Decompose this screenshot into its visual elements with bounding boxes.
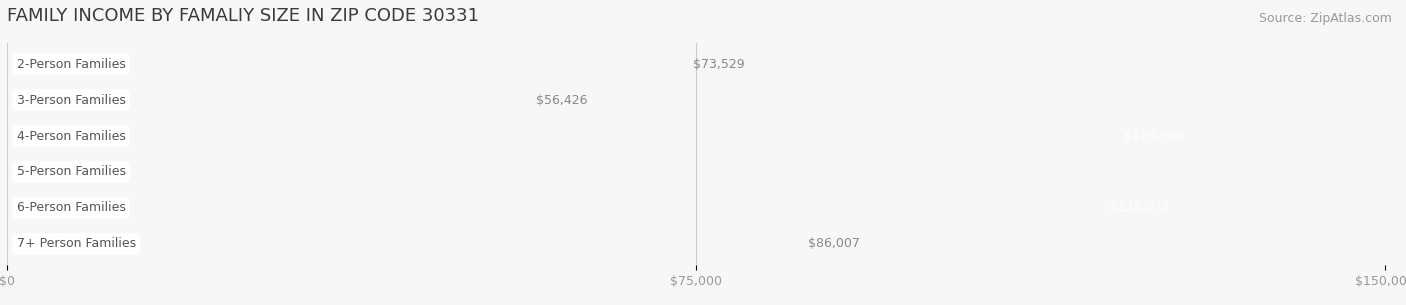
Text: 6-Person Families: 6-Person Families bbox=[17, 201, 125, 214]
Text: 5-Person Families: 5-Person Families bbox=[17, 166, 125, 178]
Text: $56,426: $56,426 bbox=[536, 94, 588, 107]
Text: $128,072: $128,072 bbox=[1111, 201, 1170, 214]
Text: Source: ZipAtlas.com: Source: ZipAtlas.com bbox=[1258, 12, 1392, 25]
Text: $86,007: $86,007 bbox=[808, 237, 860, 250]
Text: FAMILY INCOME BY FAMALIY SIZE IN ZIP CODE 30331: FAMILY INCOME BY FAMALIY SIZE IN ZIP COD… bbox=[7, 7, 479, 25]
Text: $129,566: $129,566 bbox=[1123, 130, 1184, 142]
Text: 7+ Person Families: 7+ Person Families bbox=[17, 237, 136, 250]
Text: 3-Person Families: 3-Person Families bbox=[17, 94, 125, 107]
Text: $0: $0 bbox=[18, 166, 34, 178]
Text: 2-Person Families: 2-Person Families bbox=[17, 58, 125, 71]
Text: $73,529: $73,529 bbox=[693, 58, 745, 71]
Text: 4-Person Families: 4-Person Families bbox=[17, 130, 125, 142]
